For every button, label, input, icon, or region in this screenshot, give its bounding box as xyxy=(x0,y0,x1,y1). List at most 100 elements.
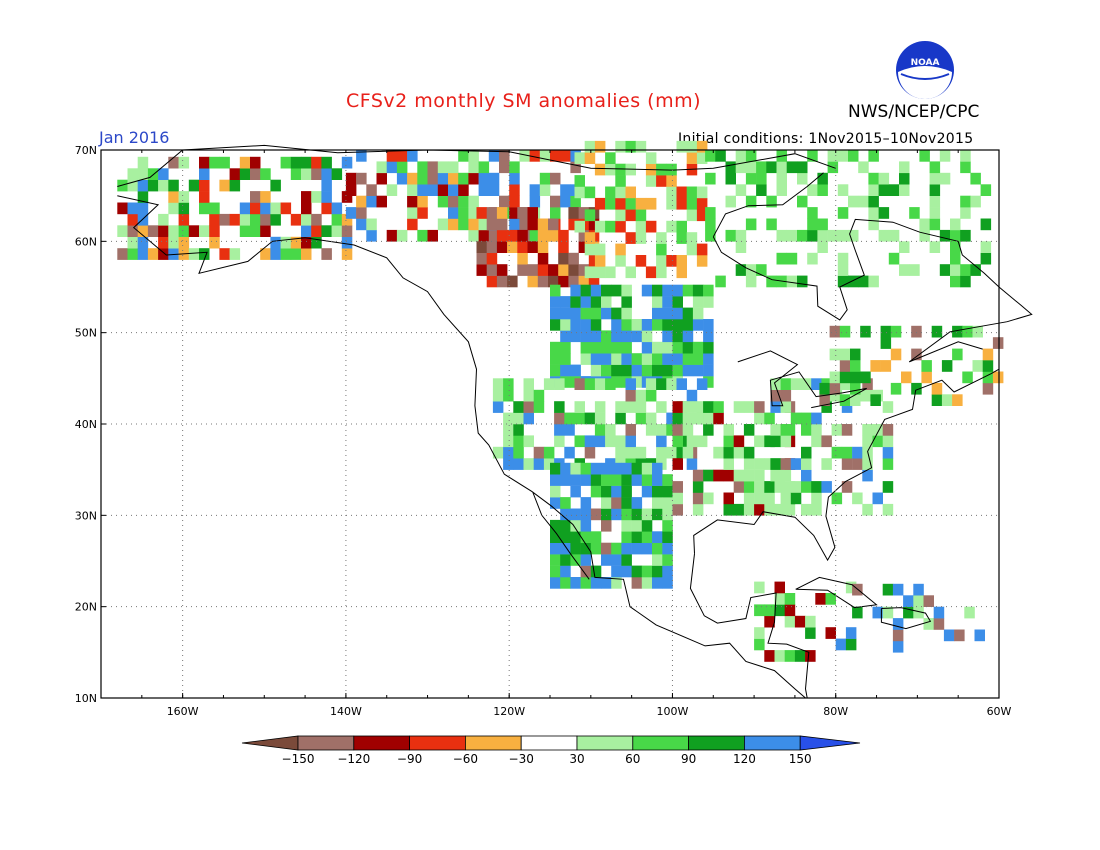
anomaly-cell xyxy=(662,284,673,297)
anomaly-cell xyxy=(641,565,653,578)
anomaly-cell xyxy=(733,503,745,516)
anomaly-cell xyxy=(311,156,322,169)
anomaly-cell xyxy=(550,485,561,498)
anomaly-cell xyxy=(554,378,565,390)
anomaly-cell xyxy=(811,492,822,505)
anomaly-cell xyxy=(980,218,992,231)
anomaly-cell xyxy=(564,446,575,459)
anomaly-cell xyxy=(672,341,683,354)
anomaly-cell xyxy=(801,469,812,482)
anomaly-cell xyxy=(784,650,796,662)
anomaly-cell xyxy=(943,629,955,642)
anomaly-cell xyxy=(458,184,469,196)
anomaly-cell xyxy=(554,435,565,448)
anomaly-cell xyxy=(662,296,673,308)
anomaly-cell xyxy=(652,542,663,555)
anomaly-cell xyxy=(797,195,808,208)
anomaly-cell xyxy=(468,229,479,242)
anomaly-cell xyxy=(290,248,302,260)
anomaly-cell xyxy=(631,542,643,555)
anomaly-cell xyxy=(615,197,626,210)
anomaly-cell xyxy=(137,168,149,180)
anomaly-cell xyxy=(580,508,592,521)
anomaly-cell xyxy=(703,353,714,365)
anomaly-cell xyxy=(564,412,575,425)
anomaly-cell xyxy=(611,307,622,320)
anomaly-cell xyxy=(819,394,830,406)
anomaly-cell xyxy=(666,175,677,187)
anomaly-cell xyxy=(584,435,596,448)
anomaly-cell xyxy=(554,401,565,413)
anomaly-cell xyxy=(605,220,616,233)
anomaly-cell xyxy=(811,481,822,493)
anomaly-cell xyxy=(807,150,818,162)
anomaly-cell xyxy=(560,531,571,543)
anomaly-cell xyxy=(568,207,579,219)
anomaly-cell xyxy=(656,255,667,267)
anomaly-cell xyxy=(509,184,520,196)
anomaly-cell xyxy=(529,150,541,162)
anomaly-cell xyxy=(468,218,479,231)
anomaly-cell xyxy=(476,241,487,253)
anomaly-cell xyxy=(666,412,677,425)
anomaly-cell xyxy=(776,229,787,242)
anomaly-cell xyxy=(560,307,571,320)
anomaly-cell xyxy=(488,150,500,162)
anomaly-cell xyxy=(784,481,796,493)
anomaly-cell xyxy=(933,618,945,630)
anomaly-cell xyxy=(921,360,932,372)
anomaly-cell xyxy=(560,474,571,486)
anomaly-cell xyxy=(790,412,802,425)
anomaly-cell xyxy=(845,627,857,639)
anomaly-cell xyxy=(611,474,622,486)
anomaly-cell xyxy=(188,248,200,260)
anomaly-cell xyxy=(570,161,581,174)
anomaly-cell xyxy=(250,225,261,237)
anomaly-cell xyxy=(631,577,643,589)
anomaly-cell xyxy=(641,330,653,343)
anomaly-cell xyxy=(341,248,353,260)
anomaly-cell xyxy=(209,236,220,249)
anomaly-cell xyxy=(899,264,910,276)
anomaly-cell xyxy=(784,615,796,628)
anomaly-cell xyxy=(560,184,571,196)
anomaly-cell xyxy=(558,275,569,288)
coastline xyxy=(880,607,932,630)
anomaly-cell xyxy=(837,184,849,196)
anomaly-cell xyxy=(672,458,683,470)
anomaly-cell xyxy=(621,519,632,532)
anomaly-cell xyxy=(621,474,632,486)
anomaly-cell xyxy=(550,462,561,475)
anomaly-cell xyxy=(543,378,555,390)
anomaly-cell xyxy=(594,424,606,436)
anomaly-cell xyxy=(558,264,569,276)
anomaly-cell xyxy=(870,360,881,372)
anomaly-cell xyxy=(780,401,792,413)
anomaly-cell xyxy=(621,485,632,498)
anomaly-cell xyxy=(931,325,943,338)
anomaly-cell xyxy=(909,207,920,219)
anomaly-cell xyxy=(656,446,667,459)
anomaly-cell xyxy=(692,503,704,516)
anomaly-cell xyxy=(786,252,798,265)
anomaly-cell xyxy=(645,389,657,402)
anomaly-cell xyxy=(437,172,449,185)
anomaly-cell xyxy=(631,353,643,365)
anomaly-cell xyxy=(899,241,910,253)
colorbar-label: 60 xyxy=(625,752,640,766)
lat-tick-label: 30N xyxy=(75,509,97,522)
anomaly-cell xyxy=(621,364,632,377)
anomaly-cell xyxy=(574,175,585,187)
anomaly-cell xyxy=(754,627,765,639)
anomaly-cell xyxy=(645,424,657,436)
anomaly-cell xyxy=(766,161,777,174)
anomaly-cell xyxy=(821,435,832,448)
anomaly-cell xyxy=(611,364,622,377)
anomaly-cell xyxy=(580,319,592,331)
anomaly-cell xyxy=(158,179,169,192)
anomaly-cell xyxy=(676,197,687,210)
anomaly-cell xyxy=(386,184,398,196)
anomaly-cell xyxy=(356,172,367,185)
colorbar-arrow-high xyxy=(799,735,861,751)
anomaly-cell xyxy=(929,161,941,174)
